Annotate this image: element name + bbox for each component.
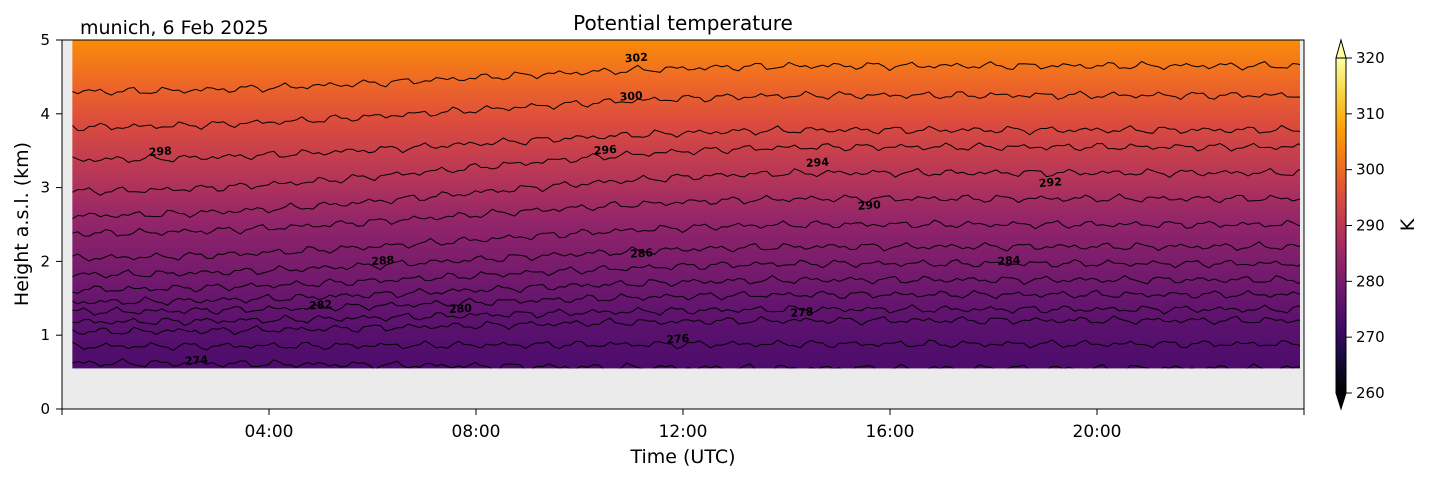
- colorbar-tick-label: 280: [1356, 272, 1385, 290]
- contour-label: 276: [666, 332, 690, 347]
- colorbar-tick-label: 270: [1356, 328, 1385, 346]
- contour-label: 292: [1038, 175, 1062, 190]
- contour-label: 278: [790, 305, 814, 320]
- contour-line-282: [72, 289, 1301, 316]
- y-axis-label: Height a.s.l. (km): [11, 142, 33, 306]
- colorbar-extend-min: [1335, 392, 1347, 411]
- colorbar-label: K: [1397, 218, 1419, 231]
- contour-line-300: [72, 90, 1301, 132]
- contour-label: 284: [997, 254, 1021, 269]
- y-tick-label: 4: [40, 105, 50, 123]
- colorbar-gradient: [1335, 57, 1347, 394]
- contour-label: 274: [185, 353, 209, 368]
- y-tick-label: 3: [40, 179, 50, 197]
- contour-line-276: [72, 339, 1301, 351]
- contour-line-288: [72, 241, 1301, 279]
- y-tick-label: 2: [40, 252, 50, 270]
- contour-line-284: [72, 274, 1301, 306]
- y-tick-label: 1: [40, 326, 50, 344]
- contour-line-298: [72, 124, 1301, 163]
- contour-line-278: [72, 315, 1301, 336]
- y-tick-label: 0: [40, 400, 50, 418]
- chart-title: Potential temperature: [573, 11, 793, 35]
- contour-label: 298: [148, 144, 172, 159]
- contour-line-286: [72, 258, 1301, 294]
- x-tick-label: 04:00: [245, 422, 294, 442]
- x-tick-label: 08:00: [452, 422, 501, 442]
- colorbar-tick-label: 310: [1356, 105, 1385, 123]
- y-tick-label: 5: [40, 31, 50, 49]
- x-axis: 04:00 08:00 12:00 16:00 20:00: [61, 409, 1305, 442]
- x-tick-label: 12:00: [659, 422, 708, 442]
- contour-line-302: [72, 60, 1301, 96]
- contour-label: 282: [309, 298, 333, 313]
- x-tick-label: 16:00: [866, 422, 915, 442]
- contour-line-292: [72, 193, 1301, 237]
- contour-line-296: [72, 142, 1301, 196]
- contour-lines: [72, 60, 1301, 369]
- contour-label: 288: [371, 254, 395, 269]
- y-axis: 0 1 2 3 4 5: [40, 31, 62, 418]
- contour-label: 294: [806, 155, 830, 170]
- colorbar-tick-label: 300: [1356, 161, 1385, 179]
- location-title: munich, 6 Feb 2025: [80, 17, 269, 39]
- colorbar-tick-label: 290: [1356, 217, 1385, 235]
- contour-label: 280: [449, 302, 473, 317]
- colorbar: 260 270 280 290 300 310 320 K: [1335, 38, 1419, 411]
- x-tick-label: 20:00: [1073, 422, 1122, 442]
- contour-line-280: [72, 304, 1301, 326]
- contour-label: 290: [857, 198, 881, 213]
- contour-label: 296: [593, 143, 617, 158]
- contour-line-274: [72, 358, 1301, 369]
- colorbar-tick-label: 320: [1356, 49, 1385, 67]
- colorbar-ticks: 260 270 280 290 300 310 320: [1346, 49, 1385, 402]
- contour-label: 286: [630, 246, 654, 261]
- colorbar-tick-label: 260: [1356, 384, 1385, 402]
- x-axis-label: Time (UTC): [629, 446, 735, 468]
- potential-temperature-field: [72, 40, 1301, 369]
- contour-label: 302: [624, 51, 648, 66]
- contour-line-294: [72, 167, 1301, 220]
- colorbar-extend-max: [1335, 38, 1347, 59]
- contour-labels: 274 276 278 280 282 284 286 288 290 292 294 296 298 3…: [148, 51, 1062, 368]
- contour-label: 300: [619, 89, 643, 104]
- contour-line-290: [72, 219, 1301, 262]
